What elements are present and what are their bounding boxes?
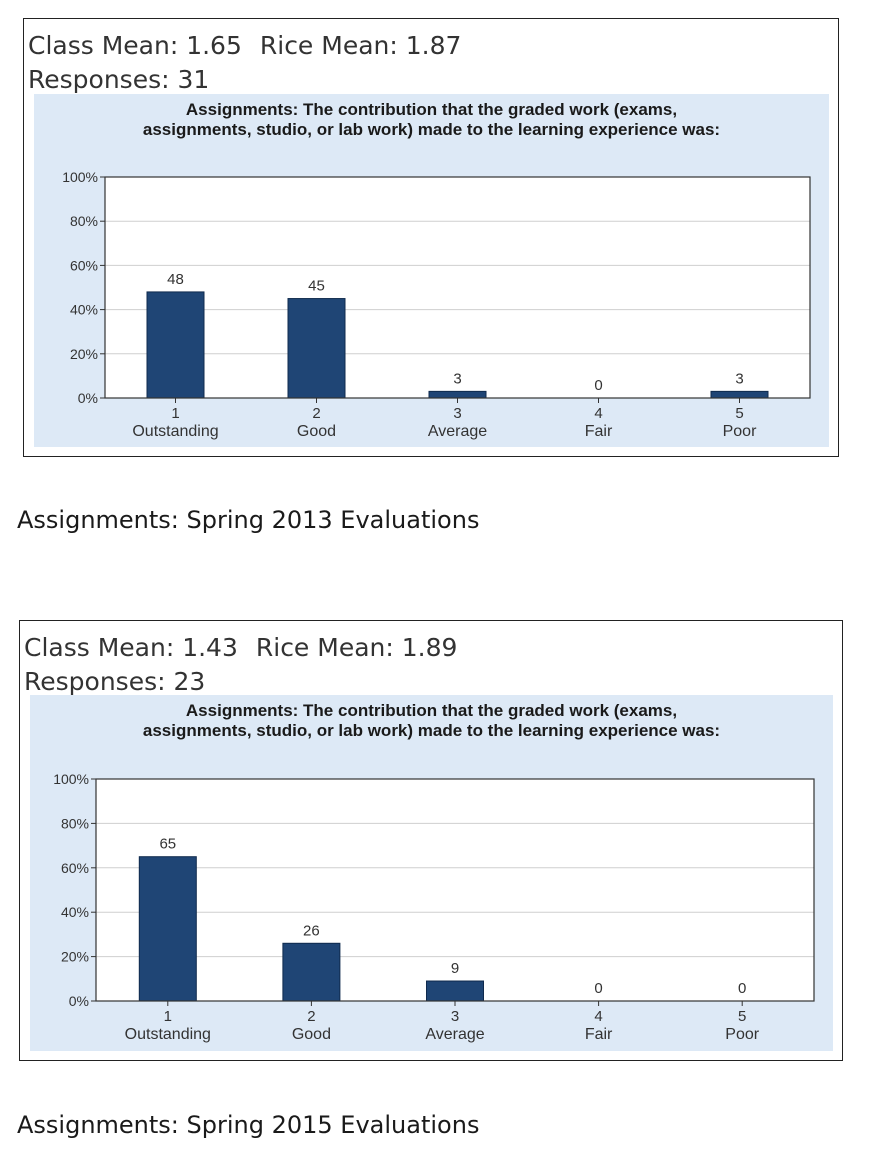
chart-caption: Assignments: Spring 2015 Evaluations (17, 1111, 480, 1139)
bar (426, 980, 484, 1002)
chart-title: Assignments: The contribution that the g… (34, 100, 829, 140)
summary-stats: Class Mean: 1.65 Rice Mean: 1.87 Response… (28, 29, 461, 97)
x-tick-label: Average (428, 423, 487, 440)
chart-caption: Assignments: Spring 2013 Evaluations (17, 506, 480, 534)
y-tick-label: 0% (78, 390, 98, 406)
bar-value-label: 3 (453, 370, 461, 387)
plot-frame (95, 778, 815, 1002)
bar (710, 390, 769, 399)
responses-count: Responses: 23 (24, 667, 206, 696)
bar (146, 291, 205, 399)
bar-value-label: 9 (451, 960, 459, 977)
bar (287, 298, 346, 399)
bar-value-label: 26 (303, 922, 320, 939)
chart-title-line-2: assignments, studio, or lab work) made t… (142, 120, 721, 139)
rice-mean: Rice Mean: 1.89 (255, 633, 458, 662)
x-tick-label: Outstanding (125, 1026, 211, 1043)
responses-count: Responses: 31 (28, 65, 210, 94)
y-tick-label: 80% (70, 213, 98, 229)
bar-value-label: 0 (594, 377, 602, 394)
chart-area: Assignments: The contribution that the g… (34, 94, 829, 447)
evaluation-chart-panel: Class Mean: 1.43 Rice Mean: 1.89 Response… (19, 620, 843, 1061)
evaluation-chart-panel: Class Mean: 1.65 Rice Mean: 1.87 Response… (23, 18, 839, 457)
x-tick-number: 5 (735, 405, 743, 422)
chart-title-line-1: Assignments: The contribution that the g… (185, 701, 678, 720)
x-tick-number: 1 (164, 1008, 172, 1025)
x-tick-label: Good (297, 423, 336, 440)
chart-title: Assignments: The contribution that the g… (30, 701, 833, 741)
y-tick-label: 60% (61, 860, 89, 876)
bar-value-label: 0 (738, 980, 746, 997)
y-tick-label: 80% (61, 815, 89, 831)
x-tick-label: Poor (725, 1026, 759, 1043)
x-tick-number: 1 (171, 405, 179, 422)
chart-title-line-2: assignments, studio, or lab work) made t… (142, 721, 721, 740)
plot-frame (104, 176, 811, 399)
x-tick-number: 4 (594, 405, 602, 422)
x-tick-label: Average (425, 1026, 484, 1043)
y-tick-label: 100% (62, 169, 98, 185)
x-tick-number: 2 (307, 1008, 315, 1025)
x-tick-label: Fair (585, 423, 613, 440)
chart-area: Assignments: The contribution that the g… (30, 695, 833, 1051)
bar (428, 390, 487, 399)
y-tick-label: 0% (69, 993, 89, 1009)
x-tick-label: Poor (723, 423, 757, 440)
plot-area (96, 779, 814, 1001)
y-tick-label: 60% (70, 257, 98, 273)
bar-value-label: 45 (308, 278, 325, 295)
bar-value-label: 0 (594, 980, 602, 997)
y-tick-label: 20% (61, 949, 89, 965)
x-tick-label: Fair (585, 1026, 613, 1043)
x-tick-label: Good (292, 1026, 331, 1043)
y-tick-label: 40% (70, 302, 98, 318)
x-tick-number: 5 (738, 1008, 746, 1025)
class-mean: Class Mean: 1.65 (28, 31, 242, 60)
y-tick-label: 20% (70, 346, 98, 362)
bar-value-label: 65 (159, 836, 176, 853)
class-mean: Class Mean: 1.43 (24, 633, 238, 662)
x-tick-number: 3 (451, 1008, 459, 1025)
rice-mean: Rice Mean: 1.87 (259, 31, 462, 60)
bar (282, 942, 341, 1002)
x-tick-number: 3 (453, 405, 461, 422)
x-tick-number: 4 (594, 1008, 602, 1025)
x-tick-label: Outstanding (132, 423, 218, 440)
bar (138, 856, 197, 1002)
bar-chart: 0%20%40%60%80%100%481Outstanding452Good3… (62, 169, 811, 440)
bar-value-label: 3 (735, 370, 743, 387)
plot-area (105, 177, 810, 398)
bar-value-label: 48 (167, 271, 184, 288)
x-tick-number: 2 (312, 405, 320, 422)
y-tick-label: 100% (53, 771, 89, 787)
chart-title-line-1: Assignments: The contribution that the g… (185, 100, 678, 119)
summary-stats: Class Mean: 1.43 Rice Mean: 1.89 Response… (24, 631, 457, 699)
y-tick-label: 40% (61, 904, 89, 920)
